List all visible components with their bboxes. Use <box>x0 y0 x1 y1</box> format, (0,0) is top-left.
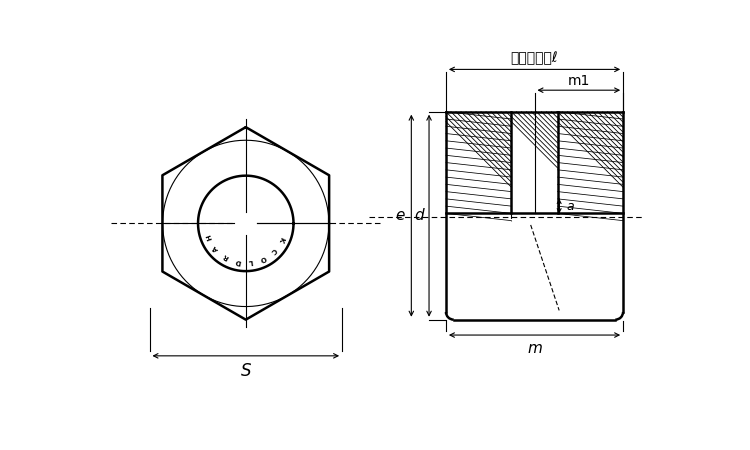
Text: m: m <box>527 342 542 356</box>
Text: a: a <box>567 200 574 212</box>
Text: D: D <box>234 257 241 265</box>
Text: K: K <box>277 236 284 243</box>
Text: m1: m1 <box>568 74 590 88</box>
Text: A: A <box>212 244 220 252</box>
Text: C: C <box>269 246 278 254</box>
Text: O: O <box>259 254 267 262</box>
Text: H: H <box>206 233 214 240</box>
Text: e: e <box>395 208 404 223</box>
Text: R: R <box>222 252 230 260</box>
Text: L: L <box>248 258 253 265</box>
Text: S: S <box>241 362 251 380</box>
Text: セット高さℓ: セット高さℓ <box>511 51 558 65</box>
Text: d: d <box>414 208 424 223</box>
